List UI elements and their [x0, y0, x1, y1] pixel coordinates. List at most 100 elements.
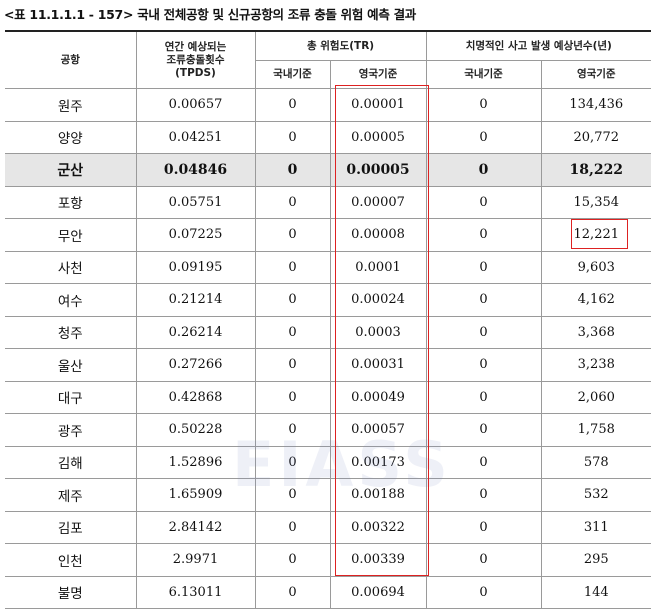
table-row: 울산 0.27266 0 0.00031 0 3,238	[5, 348, 652, 382]
cell-years-domestic: 0	[425, 315, 542, 349]
cell-tr-domestic: 0	[254, 283, 331, 317]
table-row: 양양 0.04251 0 0.00005 0 20,772	[5, 120, 652, 154]
cell-years-domestic: 0	[425, 185, 542, 219]
cell-tr-domestic: 0	[254, 445, 331, 479]
cell-tpds: 1.52896	[135, 445, 256, 479]
cell-tr-domestic: 0	[254, 478, 331, 512]
header-airport: 공항	[5, 30, 137, 89]
cell-tr-domestic: 0	[254, 510, 331, 544]
cell-tr-uk: 0.00188	[329, 478, 427, 512]
table-row: 원주 0.00657 0 0.00001 0 134,436	[5, 88, 652, 122]
cell-tr-domestic: 0	[254, 120, 331, 154]
table-body: 원주 0.00657 0 0.00001 0 134,436 양양 0.04251 0 0.000…	[5, 88, 652, 609]
cell-tr-domestic: 0	[254, 575, 331, 609]
cell-airport: 무안	[5, 218, 137, 252]
cell-years-domestic: 0	[425, 218, 542, 252]
cell-years-uk: 18,222	[540, 153, 652, 187]
cell-tr-uk: 0.00005	[329, 153, 427, 187]
cell-years-domestic: 0	[425, 445, 542, 479]
cell-years-uk: 15,354	[540, 185, 652, 219]
cell-years-uk: 532	[540, 478, 652, 512]
cell-tpds: 2.9971	[135, 543, 256, 577]
cell-tr-uk: 0.00005	[329, 120, 427, 154]
cell-tr-domestic: 0	[254, 218, 331, 252]
cell-tr-uk: 0.00031	[329, 348, 427, 382]
cell-tpds: 0.27266	[135, 348, 256, 382]
table-row: 사천 0.09195 0 0.0001 0 9,603	[5, 250, 652, 284]
table-caption: <표 11.1.1.1 - 157> 국내 전체공항 및 신규공항의 조류 충돌…	[4, 7, 416, 22]
cell-years-domestic: 0	[425, 153, 542, 187]
header-years-domestic: 국내기준	[425, 60, 542, 89]
cell-tpds: 0.04846	[135, 153, 256, 187]
cell-airport: 포항	[5, 185, 137, 219]
cell-years-domestic: 0	[425, 283, 542, 317]
cell-tpds: 0.00657	[135, 88, 256, 122]
cell-tr-uk: 0.00694	[329, 575, 427, 609]
cell-tr-uk: 0.00007	[329, 185, 427, 219]
cell-tpds: 6.13011	[135, 575, 256, 609]
cell-airport: 양양	[5, 120, 137, 154]
cell-years-domestic: 0	[425, 88, 542, 122]
cell-tr-domestic: 0	[254, 380, 331, 414]
cell-years-uk: 295	[540, 543, 652, 577]
table-row: 대구 0.42868 0 0.00049 0 2,060	[5, 380, 652, 414]
table-row: 광주 0.50228 0 0.00057 0 1,758	[5, 413, 652, 447]
cell-tpds: 0.42868	[135, 380, 256, 414]
cell-years-uk: 12,221	[540, 218, 652, 252]
cell-years-uk: 1,758	[540, 413, 652, 447]
cell-tr-uk: 0.00339	[329, 543, 427, 577]
cell-tr-uk: 0.0001	[329, 250, 427, 284]
cell-airport: 인천	[5, 543, 137, 577]
cell-tpds: 0.07225	[135, 218, 256, 252]
cell-tr-domestic: 0	[254, 413, 331, 447]
cell-years-uk: 578	[540, 445, 652, 479]
table-row: 군산 0.04846 0 0.00005 0 18,222	[5, 153, 652, 187]
table-row: 불명 6.13011 0 0.00694 0 144	[5, 575, 652, 609]
cell-years-uk: 134,436	[540, 88, 652, 122]
cell-years-domestic: 0	[425, 120, 542, 154]
cell-years-uk: 4,162	[540, 283, 652, 317]
cell-airport: 광주	[5, 413, 137, 447]
cell-airport: 울산	[5, 348, 137, 382]
table-row: 김포 2.84142 0 0.00322 0 311	[5, 510, 652, 544]
cell-tr-domestic: 0	[254, 543, 331, 577]
cell-years-uk: 311	[540, 510, 652, 544]
cell-tr-uk: 0.00008	[329, 218, 427, 252]
cell-tr-uk: 0.00001	[329, 88, 427, 122]
table-row: 인천 2.9971 0 0.00339 0 295	[5, 543, 652, 577]
bird-strike-risk-table: 공항 연간 예상되는 조류충돌횟수 (TPDS) 총 위험도(TR) 치명적인 …	[5, 30, 652, 609]
cell-years-domestic: 0	[425, 413, 542, 447]
header-total-risk: 총 위험도(TR)	[254, 30, 427, 61]
header-tr-uk: 영국기준	[329, 60, 427, 89]
cell-tr-uk: 0.0003	[329, 315, 427, 349]
cell-airport: 제주	[5, 478, 137, 512]
cell-airport: 사천	[5, 250, 137, 284]
cell-tr-uk: 0.00057	[329, 413, 427, 447]
cell-airport: 군산	[5, 153, 137, 187]
cell-tr-domestic: 0	[254, 153, 331, 187]
cell-tpds: 2.84142	[135, 510, 256, 544]
cell-airport: 김해	[5, 445, 137, 479]
cell-tpds: 0.05751	[135, 185, 256, 219]
cell-tr-uk: 0.00049	[329, 380, 427, 414]
cell-years-domestic: 0	[425, 380, 542, 414]
cell-years-domestic: 0	[425, 348, 542, 382]
cell-airport: 불명	[5, 575, 137, 609]
cell-tpds: 1.65909	[135, 478, 256, 512]
cell-tr-domestic: 0	[254, 315, 331, 349]
table-container: 공항 연간 예상되는 조류충돌횟수 (TPDS) 총 위험도(TR) 치명적인 …	[5, 30, 652, 609]
cell-years-uk: 3,368	[540, 315, 652, 349]
cell-tpds: 0.26214	[135, 315, 256, 349]
table-row: 포항 0.05751 0 0.00007 0 15,354	[5, 185, 652, 219]
cell-airport: 대구	[5, 380, 137, 414]
cell-years-domestic: 0	[425, 250, 542, 284]
cell-years-uk: 20,772	[540, 120, 652, 154]
cell-airport: 김포	[5, 510, 137, 544]
cell-tpds: 0.21214	[135, 283, 256, 317]
table-row: 무안 0.07225 0 0.00008 0 12,221	[5, 218, 652, 252]
cell-years-uk: 144	[540, 575, 652, 609]
header-tpds: 연간 예상되는 조류충돌횟수 (TPDS)	[135, 30, 256, 89]
cell-years-uk: 9,603	[540, 250, 652, 284]
cell-airport: 원주	[5, 88, 137, 122]
cell-years-domestic: 0	[425, 478, 542, 512]
